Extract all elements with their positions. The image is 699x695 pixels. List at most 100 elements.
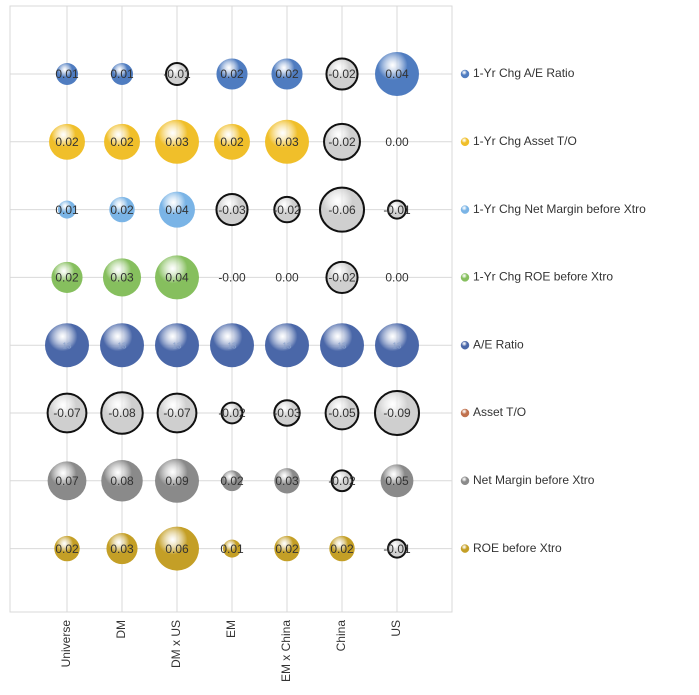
data-label: -0.00 [218, 271, 246, 285]
data-label: -0.02 [328, 474, 356, 488]
bubble [387, 538, 407, 559]
bubble [49, 123, 85, 160]
legend-label: 1-Yr Chg Asset T/O [473, 134, 577, 148]
bubble [330, 469, 354, 493]
bubble [265, 119, 309, 164]
legend-marker [460, 340, 470, 350]
data-label: -0.02 [218, 406, 246, 420]
data-label: 0.02 [110, 135, 134, 149]
data-label: 0.03 [275, 135, 299, 149]
data-label: -0.08 [108, 406, 136, 420]
bubble [319, 186, 365, 233]
x-tick-label: EM x China [279, 620, 293, 682]
data-label: -0.06 [328, 203, 356, 217]
data-label: 13 [283, 341, 292, 350]
bubble [220, 401, 244, 425]
bubble [100, 323, 144, 368]
bubble [101, 460, 143, 502]
bubble [210, 323, 254, 368]
data-label: -0.02 [328, 271, 356, 285]
data-label: -0.09 [383, 406, 411, 420]
data-label: -0.02 [273, 203, 301, 217]
bubble [274, 468, 300, 494]
legend-label: ROE before Xtro [473, 541, 562, 555]
bubble [215, 193, 249, 227]
bubble [58, 200, 76, 219]
data-label: 0.05 [385, 474, 409, 488]
x-tick-label: US [389, 620, 403, 637]
data-label: 0.01 [55, 203, 79, 217]
legend-label: Net Margin before Xtro [473, 473, 595, 487]
bubble [155, 458, 199, 503]
x-tick-label: EM [224, 620, 238, 638]
data-label: 0.03 [110, 271, 134, 285]
data-label: 0.02 [55, 271, 79, 285]
data-label: 0.03 [110, 542, 134, 556]
bubble [165, 62, 189, 86]
data-label: 0.08 [110, 474, 134, 488]
bubble [273, 399, 301, 427]
data-label: 0.00 [385, 271, 409, 285]
bubble [329, 535, 355, 562]
bubble [265, 323, 309, 368]
bubble [223, 539, 241, 558]
bubble [156, 392, 198, 434]
legend-marker [460, 476, 470, 486]
legend-label: 1-Yr Chg Net Margin before Xtro [473, 202, 646, 216]
bubble [51, 261, 83, 293]
bubble [159, 191, 195, 228]
bubble [375, 323, 419, 368]
data-label: -0.01 [383, 542, 411, 556]
legend-label: A/E Ratio [473, 337, 524, 351]
data-label: 0.04 [385, 67, 409, 81]
bubble [380, 464, 414, 498]
plot-border [9, 5, 453, 613]
data-label: -0.01 [383, 203, 411, 217]
data-label: 0.02 [275, 542, 299, 556]
x-tick-label: China [334, 620, 348, 652]
data-label: 0.03 [275, 474, 299, 488]
data-label: -0.02 [328, 67, 356, 81]
data-label: 0.02 [330, 542, 354, 556]
bubble [155, 119, 199, 164]
bubble [320, 323, 364, 368]
legend-marker [460, 137, 470, 147]
data-label: 0.01 [110, 67, 134, 81]
bubble [106, 533, 138, 565]
x-tick-label: DM [114, 620, 128, 639]
data-label: 0.02 [55, 135, 79, 149]
bubble [54, 535, 80, 562]
data-label: 0.04 [165, 203, 189, 217]
bubble [216, 58, 248, 90]
bubble [375, 52, 419, 96]
legend-label: Asset T/O [473, 405, 526, 419]
bubble [214, 123, 250, 160]
data-label: 13 [173, 341, 182, 350]
legend-marker [460, 544, 470, 553]
legend-marker [460, 408, 470, 418]
bubble [100, 391, 144, 435]
bubble [56, 63, 78, 85]
data-label: 0.06 [165, 542, 189, 556]
data-label: 0.00 [385, 135, 409, 149]
data-label: 0.02 [220, 67, 244, 81]
legend-label: 1-Yr Chg ROE before Xtro [473, 270, 613, 284]
data-label: 0.04 [165, 271, 189, 285]
data-label: 13 [393, 341, 402, 350]
data-label: 0.09 [165, 474, 189, 488]
data-label: 0.02 [220, 474, 244, 488]
data-label: 13 [63, 341, 72, 350]
legend-label: 1-Yr Chg A/E Ratio [473, 66, 575, 80]
data-label: 0.02 [55, 542, 79, 556]
x-tick-label: DM x US [169, 620, 183, 668]
data-label: 13 [228, 341, 237, 350]
bubble [325, 260, 359, 294]
legend-marker [460, 205, 470, 214]
data-label: 0.02 [220, 135, 244, 149]
data-label: -0.03 [273, 406, 301, 420]
bubble [104, 123, 140, 160]
data-label: -0.05 [328, 406, 356, 420]
legend-marker [460, 69, 470, 79]
data-label: 0.03 [165, 135, 189, 149]
